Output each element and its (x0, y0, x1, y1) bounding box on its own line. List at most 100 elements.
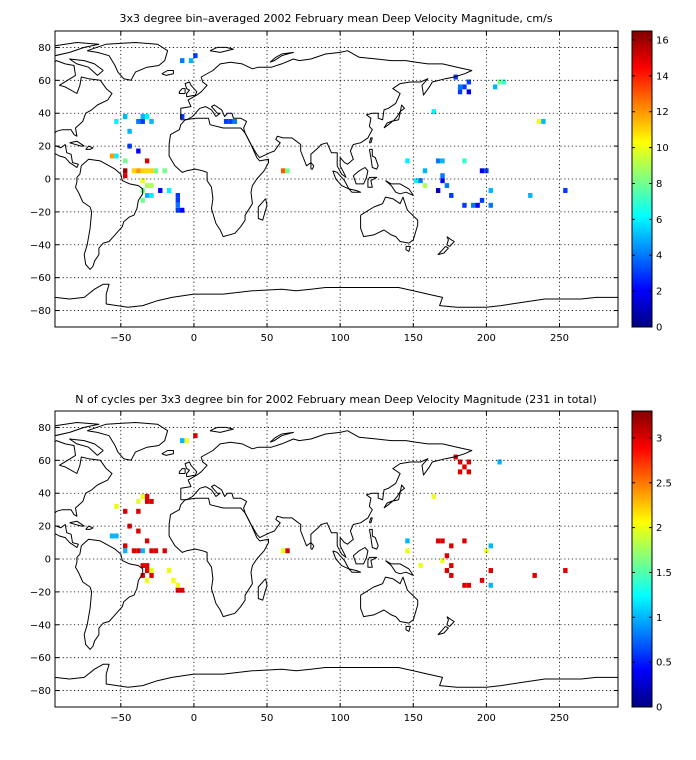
coastline (352, 547, 369, 565)
data-cell (153, 548, 159, 554)
coastline (310, 162, 315, 170)
data-cell (184, 438, 189, 444)
data-cell (136, 168, 141, 174)
data-cell (449, 572, 454, 578)
data-cell (127, 143, 132, 149)
x-tick-label: 150 (404, 333, 423, 344)
data-cell (136, 508, 141, 514)
data-cell (158, 188, 163, 193)
data-cell (457, 469, 463, 475)
y-tick-label: 0 (45, 175, 51, 186)
y-tick-label: 60 (38, 76, 51, 87)
coastline (385, 560, 414, 576)
data-cell (123, 508, 128, 514)
colorbar: 0 0.5 1 1.5 2 2.5 3 (631, 410, 672, 714)
y-tick-label: 80 (38, 43, 51, 54)
y-tick-label: −20 (30, 587, 51, 598)
gridlines (55, 411, 618, 707)
data-cell (488, 202, 493, 208)
y-tick-label: −60 (30, 273, 51, 284)
data-cell (175, 192, 181, 198)
data-cell (144, 158, 150, 164)
data-cell (528, 192, 533, 198)
x-tick-label: 200 (477, 333, 496, 344)
data-cell (285, 168, 290, 174)
data-cell (484, 168, 489, 174)
data-cell (536, 118, 542, 124)
coastline (85, 525, 94, 530)
coastlines (55, 422, 618, 688)
data-cell (563, 188, 568, 193)
coastline (368, 137, 373, 144)
coastline (55, 60, 113, 168)
y-tick-label: −60 (30, 653, 51, 664)
data-cell (462, 582, 467, 588)
data-cell (457, 459, 463, 465)
x-tick-label: 0 (191, 713, 197, 724)
data-cell (144, 563, 150, 569)
y-tick-label: 40 (38, 489, 51, 500)
y-tick-label: 80 (38, 423, 51, 434)
coastline (446, 616, 455, 627)
colorbar-tick-label: 1.5 (656, 568, 672, 579)
colorbar-frame (631, 410, 653, 708)
coastline (178, 468, 186, 474)
data-cell (280, 168, 286, 174)
y-tick-label: −40 (30, 240, 51, 251)
coastline (55, 42, 100, 57)
data-cell (532, 572, 537, 578)
data-cell (131, 548, 137, 554)
data-cell (149, 168, 154, 174)
data-cell (431, 494, 436, 499)
coastline (69, 520, 85, 527)
data-cell (479, 168, 485, 174)
colorbar-tick-label: 10 (656, 143, 669, 154)
data-cell (136, 548, 141, 554)
y-tick-label: −20 (30, 207, 51, 218)
data-cell (405, 538, 410, 544)
coastline (446, 236, 455, 247)
data-cell (418, 563, 423, 569)
coastline (55, 440, 113, 548)
data-cell (440, 173, 445, 179)
coastline (180, 50, 473, 178)
data-cell (123, 168, 128, 174)
data-cell (131, 168, 137, 174)
chart-title: N of cycles per 3x3 degree bin for 2002 … (75, 393, 597, 406)
data-cell (435, 538, 441, 544)
data-cell (180, 58, 185, 64)
data-cell (140, 572, 145, 578)
data-cell (422, 183, 428, 189)
data-cell (149, 572, 154, 578)
coastline (310, 542, 315, 550)
data-cell (136, 118, 141, 124)
colorbar-tick-label: 16 (656, 35, 669, 46)
data-cell (435, 158, 441, 164)
data-cell (180, 207, 185, 213)
data-cell (144, 538, 150, 544)
colorbar: 0 2 4 6 8 10 12 14 16 (631, 30, 669, 334)
x-tick-label: 100 (331, 713, 350, 724)
data-cell (180, 438, 185, 444)
data-cell (479, 577, 485, 583)
data-cell (440, 558, 445, 564)
data-cell (444, 568, 450, 573)
coastline (367, 556, 378, 568)
coastline (405, 245, 411, 252)
data-cell (136, 528, 141, 534)
data-cell (153, 168, 159, 174)
coastline (209, 426, 234, 433)
data-cell (488, 568, 493, 573)
data-cell (405, 158, 410, 164)
data-cell (223, 118, 229, 124)
coastline (269, 431, 294, 443)
data-cell (228, 118, 233, 124)
data-cell (457, 89, 463, 95)
gridlines (55, 31, 618, 327)
coastline (75, 538, 144, 650)
data-cell (471, 202, 476, 208)
coastline (87, 42, 169, 81)
coastline (360, 576, 419, 624)
coastline (209, 46, 234, 53)
